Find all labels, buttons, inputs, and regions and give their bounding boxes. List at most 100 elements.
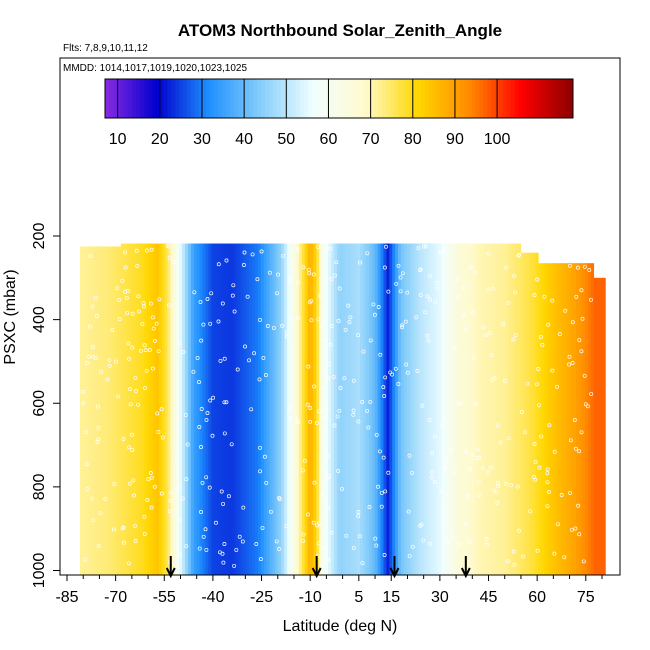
sample-marker xyxy=(174,260,179,265)
sample-marker xyxy=(407,453,412,458)
colorbar-swatch xyxy=(171,79,176,118)
colorbar-swatch xyxy=(120,79,125,118)
sample-marker xyxy=(205,411,210,415)
heatmap-cell xyxy=(538,263,542,575)
colorbar-swatch xyxy=(222,79,227,118)
colorbar-swatch xyxy=(292,79,297,118)
sample-marker xyxy=(288,416,293,421)
sample-marker xyxy=(386,470,391,475)
heatmap-cell xyxy=(100,246,104,575)
colorbar-tick-label: 60 xyxy=(320,131,338,148)
sample-marker xyxy=(149,505,154,510)
heatmap-cell xyxy=(275,243,279,575)
sample-marker xyxy=(373,536,378,541)
colorbar-swatch xyxy=(534,79,539,118)
sample-marker xyxy=(371,302,376,307)
heatmap-cell xyxy=(497,243,501,575)
y-tick-label: 1000 xyxy=(31,553,48,589)
sample-marker xyxy=(366,425,371,430)
heatmap-cell xyxy=(584,263,589,575)
sample-marker xyxy=(386,289,391,294)
sample-marker xyxy=(208,398,213,403)
sample-marker xyxy=(495,480,500,485)
sample-marker xyxy=(114,359,118,364)
sample-marker xyxy=(568,438,573,443)
colorbar-swatch xyxy=(354,79,359,118)
sample-marker xyxy=(536,367,541,371)
colorbar-swatch xyxy=(147,79,153,118)
colorbar-swatch xyxy=(128,79,133,118)
heatmap-cell xyxy=(205,243,209,575)
sample-marker xyxy=(336,319,341,323)
sample-marker xyxy=(134,248,139,253)
sample-marker xyxy=(555,384,559,389)
sample-marker xyxy=(467,540,472,545)
sample-marker xyxy=(211,395,216,400)
sample-marker xyxy=(376,305,381,309)
colorbar-swatch xyxy=(541,79,547,118)
sample-marker xyxy=(267,270,272,275)
sample-marker xyxy=(405,370,410,375)
colorbar-swatch xyxy=(362,79,367,118)
sample-marker xyxy=(573,446,578,451)
sample-marker xyxy=(235,367,240,372)
sample-marker xyxy=(314,421,319,426)
sample-marker xyxy=(219,489,224,494)
sample-marker xyxy=(133,539,138,543)
sample-marker xyxy=(570,361,575,366)
heatmap-cell xyxy=(129,243,133,575)
sample-marker xyxy=(117,297,122,302)
sample-marker xyxy=(159,491,164,496)
heatmap-cell xyxy=(287,243,291,575)
sample-marker xyxy=(258,317,262,322)
sample-marker xyxy=(287,278,292,283)
heatmap-cell xyxy=(386,243,390,575)
sample-marker xyxy=(198,299,203,304)
sample-marker xyxy=(130,447,135,452)
sample-marker xyxy=(382,394,387,399)
heatmap-cell xyxy=(193,243,198,575)
sample-marker xyxy=(252,351,257,356)
sample-marker xyxy=(281,253,285,258)
sample-marker xyxy=(96,404,100,409)
heatmap-cell xyxy=(485,243,490,575)
sample-marker xyxy=(381,385,386,390)
sample-marker xyxy=(229,442,234,447)
chart-title: ATOM3 Northbound Solar_Zenith_Angle xyxy=(178,21,502,40)
sample-marker xyxy=(312,384,317,389)
x-tick-label: 60 xyxy=(528,589,546,606)
sample-marker xyxy=(379,490,384,495)
sample-marker xyxy=(241,505,246,510)
sample-marker xyxy=(562,555,567,560)
sample-marker xyxy=(579,288,584,293)
colorbar-swatch xyxy=(397,79,402,118)
colorbar-swatch xyxy=(186,79,192,118)
sample-marker xyxy=(167,509,172,514)
sample-marker xyxy=(107,358,112,363)
sample-marker xyxy=(321,546,326,550)
colorbar-swatch xyxy=(510,79,515,118)
sample-marker xyxy=(136,402,141,407)
sample-marker xyxy=(494,489,499,494)
heatmap-cell xyxy=(88,246,93,575)
sample-marker xyxy=(426,338,431,343)
heatmap-cell xyxy=(503,243,507,575)
sample-marker xyxy=(134,389,139,393)
sample-marker xyxy=(245,294,250,299)
sample-marker xyxy=(311,272,316,277)
sample-marker xyxy=(337,408,342,413)
sample-marker xyxy=(91,518,96,523)
sample-marker xyxy=(328,246,333,251)
sample-marker xyxy=(329,324,334,328)
sample-marker xyxy=(585,404,590,409)
heatmap-cell xyxy=(155,243,160,575)
sample-marker xyxy=(448,448,453,453)
sample-marker xyxy=(545,504,550,509)
sample-marker xyxy=(539,434,544,439)
sample-marker xyxy=(144,248,149,253)
sample-marker xyxy=(144,368,149,373)
sample-marker xyxy=(197,425,202,429)
colorbar-swatch xyxy=(487,79,492,118)
heatmap-cell xyxy=(462,243,466,575)
sample-marker xyxy=(456,295,461,299)
